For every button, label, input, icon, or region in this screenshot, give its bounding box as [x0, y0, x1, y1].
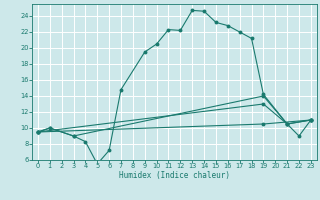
- X-axis label: Humidex (Indice chaleur): Humidex (Indice chaleur): [119, 171, 230, 180]
